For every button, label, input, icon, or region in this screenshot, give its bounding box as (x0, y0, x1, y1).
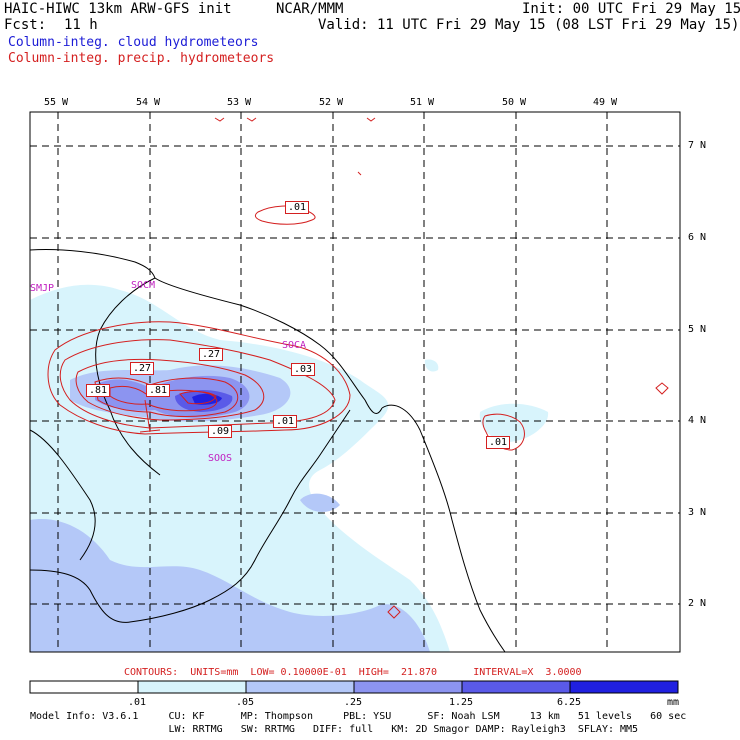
contour-label: .27 (130, 362, 155, 375)
coast-french-guiana (381, 404, 506, 653)
lat-label: 7 N (688, 140, 707, 151)
field-precip-label: Column-integ. precip. hydrometeors (8, 51, 275, 66)
colorbar-label: .25 (344, 697, 363, 708)
station-soca: SOCA (282, 340, 307, 351)
org-label: NCAR/MMM (276, 1, 344, 17)
lat-label: 4 N (688, 415, 707, 426)
contour-label: .27 (199, 348, 224, 361)
station-socm: SOCM (131, 280, 156, 291)
colorbar-label: .01 (128, 697, 147, 708)
valid-time: Valid: 11 UTC Fri 29 May 15 (08 LST Fri … (318, 17, 740, 33)
graticule (30, 112, 680, 652)
map-frame (29, 111, 681, 653)
contours-info: CONTOURS: UNITS=mm LOW= 0.10000E-01 HIGH… (124, 667, 582, 678)
contour-label: .81 (86, 384, 111, 397)
border-west (154, 277, 383, 414)
lon-label: 49 W (593, 97, 618, 108)
colorbar-label: .05 (236, 697, 255, 708)
lat-label: 6 N (688, 232, 707, 243)
cloud-shading (30, 284, 549, 652)
border-west-inland (95, 277, 161, 476)
colorbar-label: 1.25 (449, 697, 474, 708)
coast-north-border (29, 249, 156, 279)
colorbar-label: 6.25 (557, 697, 582, 708)
lat-label: 2 N (688, 598, 707, 609)
station-soos: SOOS (208, 453, 233, 464)
model-info-line2: LW: RRTMG SW: RRTMG DIFF: full KM: 2D Sm… (30, 724, 639, 735)
lon-label: 52 W (319, 97, 344, 108)
contour-label: .01 (285, 201, 310, 214)
border-inner (29, 409, 351, 623)
shade-mid-south (30, 519, 430, 652)
station-smjp: SMJP (30, 283, 55, 294)
colorbar (29, 680, 679, 694)
coast-brazil (29, 429, 96, 561)
field-cloud-label: Column-integ. cloud hydrometeors (8, 35, 259, 50)
init-time: Init: 00 UTC Fri 29 May 15 (522, 1, 740, 17)
lon-label: 50 W (502, 97, 527, 108)
lon-label: 54 W (136, 97, 161, 108)
coastlines (29, 249, 506, 653)
shade-mid-east (300, 493, 340, 512)
contour-label: .01 (486, 436, 511, 449)
lat-label: 3 N (688, 507, 707, 518)
lon-label: 55 W (44, 97, 69, 108)
lon-label: 53 W (227, 97, 252, 108)
lon-label: 51 W (410, 97, 435, 108)
model-info-line1: Model Info: V3.6.1 CU: KF MP: Thompson P… (30, 711, 687, 722)
colorbar-unit: mm (667, 697, 680, 708)
lat-label: 5 N (688, 324, 707, 335)
contour-label: .03 (291, 363, 316, 376)
shade-light-blob (424, 359, 439, 372)
contour-label: .81 (146, 384, 171, 397)
fcst-value: 11 h (64, 17, 98, 33)
fcst-label: Fcst: (4, 17, 47, 33)
contour-label: .01 (273, 415, 298, 428)
model-title: HAIC-HIWC 13km ARW-GFS init (4, 1, 232, 17)
contour-label: .09 (208, 425, 233, 438)
shade-light-east (479, 403, 549, 442)
